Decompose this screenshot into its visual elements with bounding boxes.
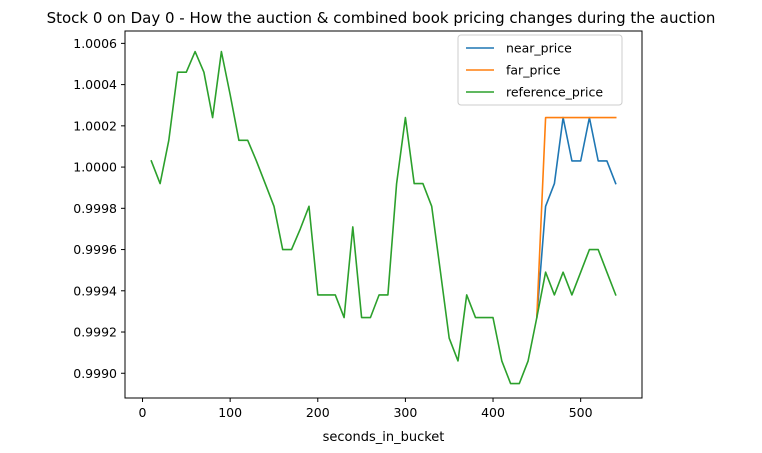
x-tick-label: 400 <box>481 405 505 420</box>
y-tick-label: 0.9996 <box>73 242 117 257</box>
series-line-far_price <box>535 116 617 319</box>
y-tick-label: 0.9998 <box>73 201 117 216</box>
y-tick-label: 1.0000 <box>73 160 117 175</box>
x-axis-label: seconds_in_bucket <box>323 430 445 445</box>
y-tick-label: 1.0002 <box>73 118 117 133</box>
x-tick-label: 200 <box>306 405 330 420</box>
plot-area-frame <box>124 30 643 399</box>
legend-label: far_price <box>506 63 561 78</box>
y-tick-label: 1.0004 <box>73 77 117 92</box>
chart-title: Stock 0 on Day 0 - How the auction & com… <box>47 9 716 27</box>
legend-box <box>457 34 623 106</box>
y-axis: 0.9990 0.9992 0.9994 0.9996 0.9998 1.0000 1.00… <box>73 36 125 381</box>
plot-layer <box>150 50 617 385</box>
legend-label: reference_price <box>506 85 603 100</box>
x-tick-label: 0 <box>139 405 147 420</box>
x-tick-label: 300 <box>393 405 417 420</box>
legend-label: near_price <box>506 41 572 56</box>
y-tick-label: 0.9990 <box>73 366 117 381</box>
legend: near_price far_price reference_price <box>457 34 623 106</box>
x-tick-label: 100 <box>218 405 242 420</box>
x-axis: 0 100 200 300 400 500 <box>139 398 593 420</box>
x-tick-label: 500 <box>569 405 593 420</box>
y-tick-label: 0.9992 <box>73 325 117 340</box>
series-line-reference_price <box>150 50 617 385</box>
y-tick-label: 0.9994 <box>73 283 117 298</box>
y-tick-label: 1.0006 <box>73 36 117 51</box>
series-line-near_price <box>535 116 617 319</box>
